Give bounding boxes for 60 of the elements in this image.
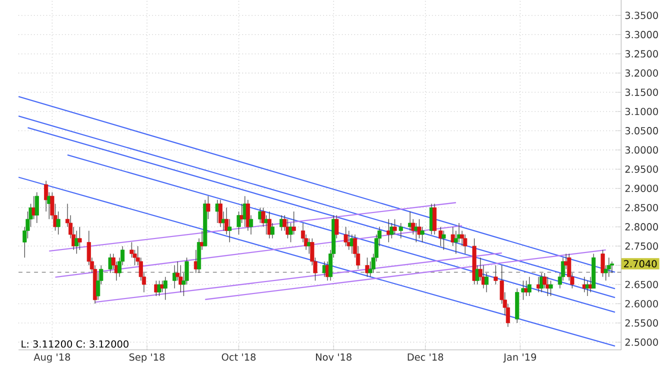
candlestick	[398, 222, 403, 239]
candlestick	[248, 214, 254, 235]
y-tick-label: 2.8500	[625, 204, 658, 212]
candlestick	[420, 226, 424, 243]
text: 2.7040	[624, 260, 657, 268]
y-tick-label: 3.3000	[625, 30, 658, 38]
candlestick	[600, 250, 605, 278]
candlestick	[344, 226, 348, 246]
y-tick-label: 3.0000	[625, 146, 658, 154]
candlestick	[432, 203, 437, 235]
candlestick	[34, 192, 39, 224]
y-tick-label: 2.6000	[625, 300, 658, 308]
y-tick-label: 2.9500	[625, 165, 658, 173]
candlestick	[172, 264, 177, 289]
candlestick	[228, 218, 232, 243]
candlestick	[346, 230, 351, 250]
candlestick	[392, 218, 397, 235]
candlestick	[606, 257, 611, 278]
candlestick	[215, 200, 220, 224]
y-tick-label: 3.2500	[625, 50, 658, 58]
candlestick	[56, 211, 60, 235]
candlestick	[74, 230, 79, 254]
candlestick	[548, 280, 553, 296]
candlestick	[610, 261, 614, 274]
y-tick-label: 2.5500	[625, 319, 658, 327]
candlestick	[246, 200, 250, 231]
candlestick	[463, 234, 468, 254]
candlestick	[417, 218, 422, 239]
x-tick-label: Sep '18	[129, 353, 165, 363]
candlestick	[527, 276, 532, 296]
y-tick-label: 2.6500	[625, 280, 658, 288]
x-tick-label: Oct '18	[222, 353, 256, 361]
candlestick	[163, 276, 168, 300]
candlestick	[206, 196, 210, 220]
y-tick-label: 3.2000	[625, 69, 658, 77]
candlestick	[442, 230, 446, 250]
candlestick	[484, 272, 489, 292]
candlestick	[365, 257, 370, 278]
candlestick	[267, 211, 272, 239]
x-tick-label: Aug '18	[34, 353, 70, 363]
annotation: L: 3.11200 C: 3.12000	[22, 340, 128, 348]
y-tick-label: 2.8000	[625, 223, 658, 230]
x-tick-label: Nov '18	[316, 353, 352, 361]
y-tick-label: 3.0500	[625, 127, 658, 134]
candlestick	[292, 211, 296, 235]
candlestick	[334, 214, 339, 239]
y-tick-label: 2.7500	[625, 242, 658, 250]
candlestick	[270, 222, 274, 239]
y-tick-label: 3.3500	[625, 12, 658, 20]
y-tick-label: 3.1000	[625, 108, 658, 116]
x-tick-label: Jan '19	[503, 353, 536, 362]
y-tick-label: 2.5000	[625, 338, 658, 346]
y-tick-label: 3.1500	[625, 88, 658, 96]
candlestick	[390, 222, 394, 239]
candlestick	[157, 280, 162, 296]
candlestick	[218, 200, 222, 228]
x-tick-label: Dec '18	[408, 353, 444, 361]
y-tick-label: 2.9000	[625, 184, 658, 192]
candlestick	[78, 226, 82, 250]
candlestick	[178, 264, 183, 292]
